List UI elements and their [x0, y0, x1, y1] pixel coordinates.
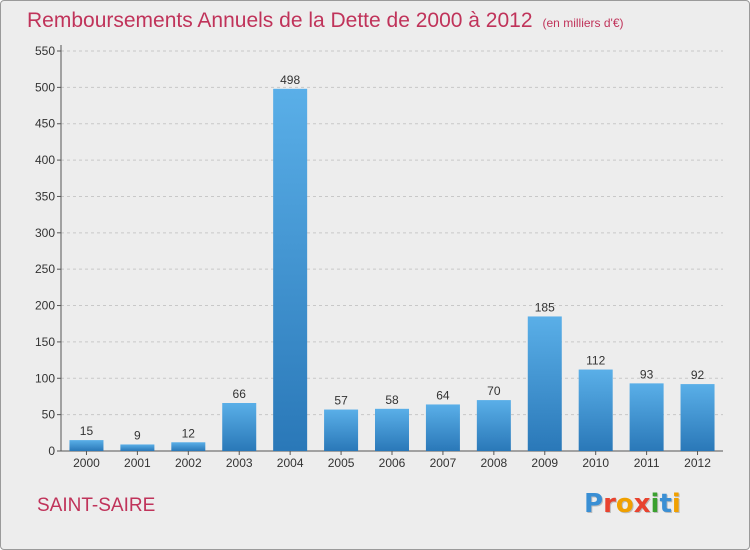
- x-tick-label: 2012: [684, 456, 711, 470]
- bar: [578, 369, 613, 451]
- bar: [222, 403, 257, 451]
- x-tick-label: 2001: [124, 456, 151, 470]
- y-tick-label: 250: [35, 262, 55, 276]
- bar: [680, 384, 715, 451]
- bar-value-label: 92: [691, 368, 705, 382]
- y-tick-label: 450: [35, 117, 55, 131]
- logo-letter: i: [671, 489, 681, 519]
- bar-value-label: 185: [535, 300, 555, 314]
- bar-value-label: 64: [436, 388, 450, 402]
- logo-letter: i: [650, 489, 660, 519]
- logo-letter: o: [615, 489, 634, 519]
- x-tick-label: 2003: [226, 456, 253, 470]
- bar: [375, 408, 409, 451]
- chart-title-text: Remboursements Annuels de la Dette de 20…: [27, 9, 533, 32]
- y-tick-label: 350: [35, 189, 55, 203]
- chart-subtitle: (en milliers d'€): [542, 16, 624, 30]
- y-tick-label: 0: [48, 444, 55, 458]
- proxiti-logo: Proxiti: [584, 489, 681, 519]
- logo-letter: r: [603, 489, 616, 519]
- bar: [171, 442, 206, 451]
- bar: [425, 404, 460, 451]
- bar: [476, 400, 511, 451]
- x-tick-label: 2008: [480, 456, 507, 470]
- x-tick-label: 2009: [531, 456, 558, 470]
- logo-letter: x: [633, 489, 651, 519]
- y-tick-label: 500: [35, 80, 55, 94]
- x-tick-label: 2011: [634, 456, 660, 470]
- y-tick-label: 550: [35, 44, 55, 58]
- bar-value-label: 93: [640, 367, 654, 381]
- bar-value-label: 15: [80, 424, 94, 438]
- bar: [527, 316, 562, 451]
- chart-title: Remboursements Annuels de la Dette de 20…: [27, 9, 624, 33]
- y-tick-label: 300: [35, 226, 55, 240]
- bar-value-label: 112: [586, 354, 605, 368]
- bar: [324, 409, 359, 451]
- logo-letter: P: [584, 489, 604, 519]
- x-tick-label: 2000: [73, 456, 100, 470]
- bar: [120, 444, 155, 451]
- bar-value-label: 9: [134, 428, 141, 442]
- y-tick-label: 150: [35, 335, 55, 349]
- bar-value-label: 57: [334, 394, 348, 408]
- x-tick-label: 2007: [430, 456, 457, 470]
- logo-letter: t: [659, 489, 672, 519]
- y-tick-label: 50: [42, 408, 56, 422]
- bar: [629, 383, 664, 451]
- bar-value-label: 498: [280, 73, 300, 87]
- bar-value-label: 70: [487, 384, 501, 398]
- bar-value-label: 12: [182, 426, 196, 440]
- x-tick-label: 2004: [277, 456, 304, 470]
- x-tick-label: 2006: [379, 456, 406, 470]
- x-tick-label: 2002: [175, 456, 202, 470]
- x-tick-label: 2010: [582, 456, 609, 470]
- x-tick-label: 2005: [328, 456, 355, 470]
- y-tick-label: 200: [35, 299, 55, 313]
- bar: [273, 88, 308, 452]
- y-tick-label: 100: [35, 371, 55, 385]
- y-tick-label: 400: [35, 153, 55, 167]
- bar-value-label: 66: [233, 387, 247, 401]
- bar-value-label: 58: [385, 393, 399, 407]
- bar: [69, 440, 104, 451]
- town-name: SAINT-SAIRE: [37, 495, 156, 516]
